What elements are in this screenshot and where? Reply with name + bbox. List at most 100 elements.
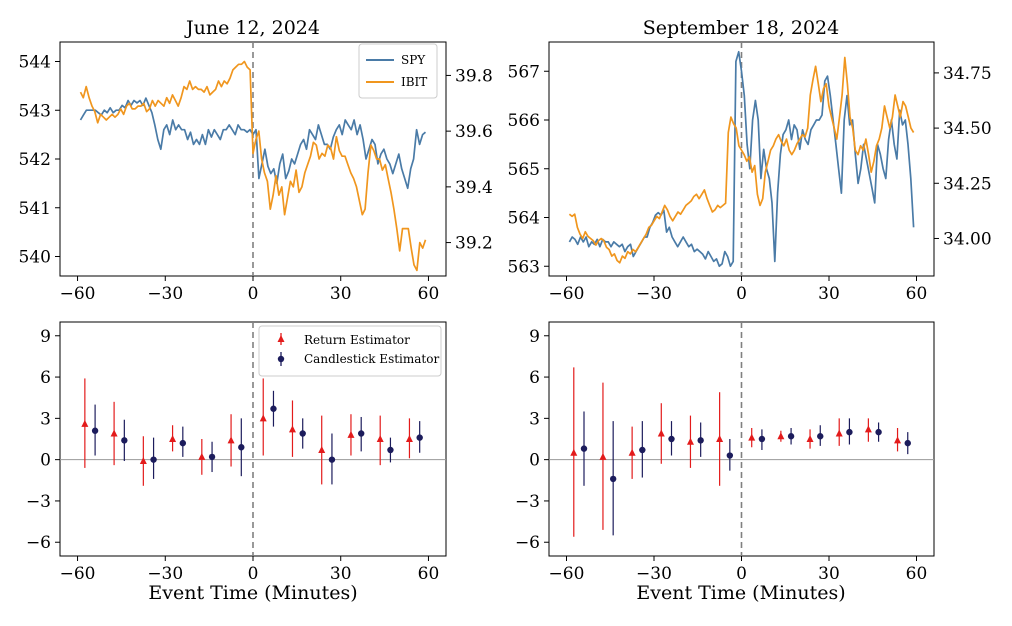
return-estimate-point — [110, 429, 118, 437]
y-tick-label: 3 — [40, 409, 51, 429]
y-tick-label: −6 — [26, 533, 51, 553]
x-tick-label: 60 — [906, 564, 928, 584]
return-estimate-point — [570, 448, 578, 456]
y-right-tick-label: 39.6 — [455, 122, 493, 142]
x-tick-label: −30 — [636, 284, 672, 304]
y-tick-label: 9 — [529, 327, 540, 347]
x-tick-label: 30 — [330, 284, 352, 304]
return-estimate-point — [716, 435, 724, 442]
x-tick-label: 0 — [736, 564, 747, 584]
y-right-tick-label: 39.2 — [455, 234, 493, 254]
legend-spy-label: SPY — [401, 53, 426, 67]
y-tick-label: 0 — [40, 451, 51, 471]
legend-box — [258, 325, 442, 377]
x-tick-label: 0 — [736, 284, 747, 304]
return-estimate-point — [894, 436, 902, 444]
y-left-tick-label: 542 — [19, 150, 51, 170]
y-left-tick-label: 566 — [508, 111, 540, 131]
candlestick-estimate-point — [328, 456, 336, 463]
legend-ibit-label: IBIT — [401, 75, 427, 89]
y-tick-label: 9 — [40, 327, 51, 347]
y-right-tick-label: 39.8 — [455, 66, 493, 86]
x-tick-label: 30 — [818, 564, 840, 584]
return-estimate-point — [599, 452, 607, 460]
candlestick-estimate-point — [726, 452, 734, 459]
y-right-tick-label: 39.4 — [455, 178, 493, 198]
y-tick-label: 0 — [529, 451, 540, 471]
x-tick-label: 60 — [906, 284, 928, 304]
x-tick-label: −60 — [549, 284, 585, 304]
y-tick-label: 3 — [529, 409, 540, 429]
return-estimate-point — [139, 457, 147, 465]
y-right-tick-label: 34.25 — [943, 174, 992, 194]
candlestick-estimate-point — [91, 427, 99, 434]
candlestick-estimate-point — [639, 446, 646, 454]
return-estimate-point — [169, 435, 177, 442]
x-tick-label: 60 — [418, 284, 440, 304]
return-estimate-point — [777, 432, 785, 440]
y-tick-label: 6 — [40, 368, 51, 388]
panel-june-prices: June 12, 2024 −60 −30 0 30 60 540 541 542 543 544… — [19, 17, 493, 304]
panel-september-prices: September 18, 2024 −60 −30 0 30 60 563 564 565 5… — [508, 17, 992, 304]
x-axis-label: Event Time (Minutes) — [148, 582, 357, 604]
y-right-tick-label: 34.75 — [943, 64, 992, 84]
panel-title: September 18, 2024 — [643, 17, 839, 39]
return-estimate-point — [686, 437, 694, 445]
x-axis-label: Event Time (Minutes) — [636, 582, 845, 604]
y-tick-label: −3 — [26, 492, 51, 512]
x-tick-label: −60 — [60, 284, 96, 304]
candlestick-estimate-point — [904, 439, 911, 447]
x-tick-label: 0 — [248, 284, 259, 304]
x-tick-label: 30 — [818, 284, 840, 304]
y-tick-label: −3 — [515, 492, 540, 512]
candlestick-estimate-point — [121, 437, 128, 444]
return-estimate-point — [864, 425, 872, 433]
legend-box — [358, 43, 438, 99]
x-tick-label: 60 — [418, 564, 440, 584]
x-tick-label: 0 — [248, 564, 259, 584]
candlestick-estimate-point — [238, 444, 245, 451]
x-tick-label: −60 — [549, 564, 585, 584]
y-right-tick-label: 34.50 — [943, 119, 992, 139]
return-estimate-point — [376, 435, 384, 442]
return-estimate-point — [748, 433, 756, 441]
y-tick-label: −6 — [515, 533, 540, 553]
x-tick-label: −30 — [147, 564, 183, 584]
y-left-tick-label: 544 — [19, 53, 51, 73]
y-left-tick-label: 540 — [19, 248, 51, 268]
return-estimate-point — [198, 452, 206, 460]
y-left-tick-label: 564 — [508, 209, 540, 229]
y-left-tick-label: 567 — [508, 62, 540, 82]
candlestick-estimate-point — [387, 446, 394, 454]
candlestick-estimate-point — [697, 437, 704, 444]
candlestick-estimate-point — [817, 433, 824, 440]
candlestick-estimate-point — [875, 428, 882, 436]
return-estimate-point — [259, 414, 267, 422]
y-right-tick-label: 34.00 — [943, 229, 992, 249]
candlestick-estimate-point — [609, 475, 617, 483]
x-tick-label: −30 — [636, 564, 672, 584]
return-estimate-point — [288, 425, 296, 433]
candlestick-estimate-point — [150, 456, 157, 463]
return-estimate-point — [405, 435, 413, 442]
legend-return-triangle — [277, 335, 285, 342]
return-estimate-point — [347, 430, 355, 438]
panel-title: June 12, 2024 — [184, 17, 320, 39]
y-left-tick-label: 563 — [508, 257, 540, 277]
return-estimate-point — [628, 448, 636, 456]
y-tick-label: 6 — [529, 368, 540, 388]
legend-candlestick-label: Candlestick Estimator — [304, 352, 439, 366]
candlestick-estimate-point — [758, 435, 766, 443]
candlestick-estimate-point — [580, 445, 588, 452]
return-estimate-point — [657, 429, 665, 437]
candlestick-estimate-point — [787, 433, 795, 440]
series-line-ibit — [568, 56, 915, 264]
candlestick-estimate-point — [846, 428, 853, 436]
x-tick-label: −30 — [147, 284, 183, 304]
return-estimate-point — [318, 446, 326, 454]
y-left-tick-label: 565 — [508, 160, 540, 180]
x-tick-label: 30 — [330, 564, 352, 584]
series-line-ibit — [79, 60, 427, 272]
